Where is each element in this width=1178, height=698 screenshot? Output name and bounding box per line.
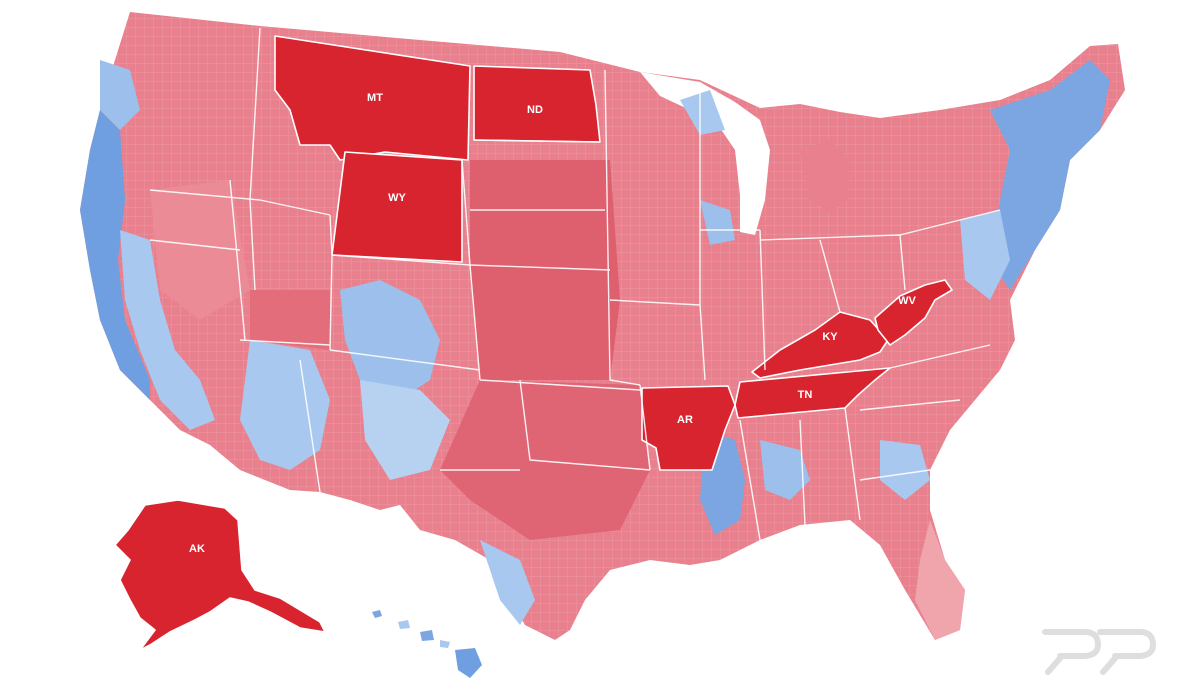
label-AK: AK bbox=[189, 543, 205, 555]
state-WY[interactable] bbox=[331, 151, 463, 263]
contiguous-us: MT ND WY AR TN KY WV bbox=[80, 12, 1125, 640]
state-WV[interactable] bbox=[874, 279, 953, 346]
state-borders bbox=[149, 27, 1001, 541]
state-TN[interactable] bbox=[734, 367, 891, 419]
state-labels: MT ND WY AR TN KY WV bbox=[367, 92, 916, 426]
highlighted-states bbox=[274, 35, 953, 471]
hawaii bbox=[372, 610, 482, 678]
rr-logo bbox=[1042, 629, 1156, 675]
label-WY: WY bbox=[388, 192, 406, 204]
state-ND[interactable] bbox=[473, 65, 601, 143]
label-KY: KY bbox=[822, 331, 838, 343]
county-shading bbox=[80, 60, 1110, 640]
label-AR: AR bbox=[677, 414, 693, 426]
label-WV: WV bbox=[898, 295, 916, 307]
alaska: AK bbox=[114, 499, 326, 651]
label-TN: TN bbox=[798, 389, 813, 401]
state-MT[interactable] bbox=[274, 35, 471, 161]
state-AK[interactable] bbox=[114, 499, 326, 651]
label-MT: MT bbox=[367, 92, 383, 104]
label-ND: ND bbox=[527, 104, 543, 116]
great-lakes bbox=[640, 72, 770, 235]
